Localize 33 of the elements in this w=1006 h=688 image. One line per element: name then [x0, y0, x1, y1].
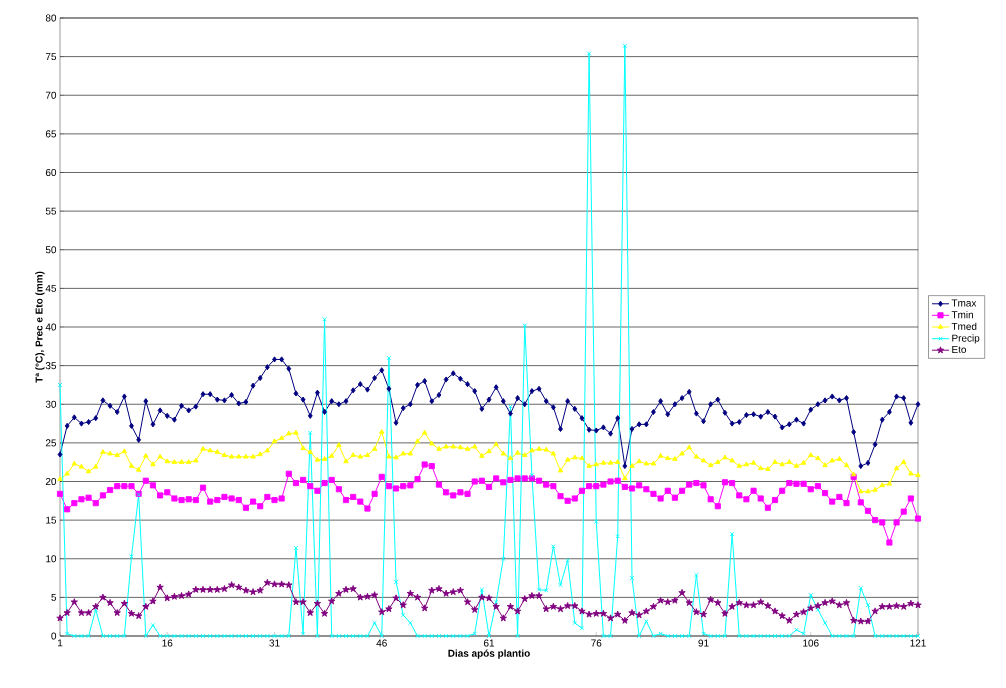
x-tick-label: 46: [376, 639, 387, 647]
y-tick-label: 25: [45, 439, 57, 447]
y-tick-label: 35: [45, 362, 57, 370]
y-tick-label: 50: [45, 246, 57, 254]
legend-label: Tmed: [951, 322, 977, 330]
legend-label: Eto: [952, 346, 967, 353]
y-tick-label: 30: [45, 400, 57, 408]
x-tick-label: 16: [162, 639, 173, 647]
legend-label: Precip: [952, 334, 980, 344]
legend-label: Tmin: [951, 310, 973, 319]
y-tick-label: 40: [45, 323, 57, 331]
y-tick-label: 5: [51, 593, 57, 601]
x-tick-label: 61: [483, 639, 495, 647]
y-tick-label: 80: [45, 14, 57, 22]
y-tick-label: 45: [45, 284, 57, 292]
y-tick-label: 60: [45, 168, 57, 177]
x-tick-label: 121: [910, 639, 926, 647]
y-tick-label: 0: [51, 632, 57, 640]
x-tick-label: 1: [58, 639, 63, 647]
x-tick-label: 76: [591, 639, 602, 647]
y-tick-label: 55: [45, 207, 57, 215]
y-tick-label: 20: [45, 477, 57, 486]
y-tick-label: 10: [46, 555, 57, 563]
x-tick-label: 91: [698, 639, 709, 647]
y-axis-title: Tª (°C), Prec e Eto (mm): [35, 271, 45, 383]
y-tick-label: 65: [45, 130, 57, 138]
legend-label: Tmax: [951, 299, 977, 307]
y-tick-label: 15: [46, 516, 57, 524]
x-tick-label: 106: [803, 639, 819, 647]
y-tick-label: 70: [45, 91, 57, 99]
x-axis-title: Dias após plantio: [448, 649, 530, 659]
x-tick-label: 31: [269, 639, 280, 647]
y-tick-label: 75: [45, 53, 57, 61]
